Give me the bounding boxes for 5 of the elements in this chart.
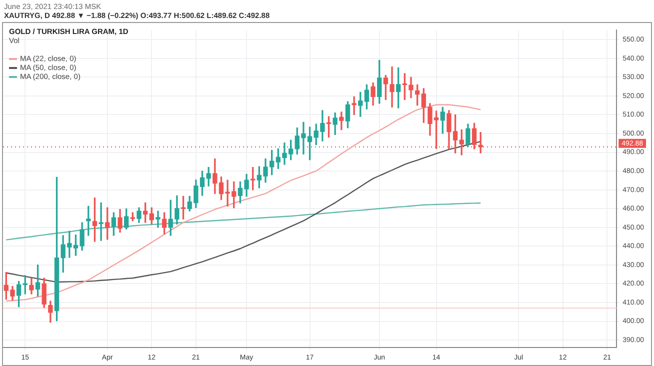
candlestick	[98, 202, 104, 241]
candlestick	[390, 66, 394, 108]
candlestick	[339, 112, 344, 130]
candlestick	[156, 210, 160, 228]
candlestick	[352, 96, 356, 116]
